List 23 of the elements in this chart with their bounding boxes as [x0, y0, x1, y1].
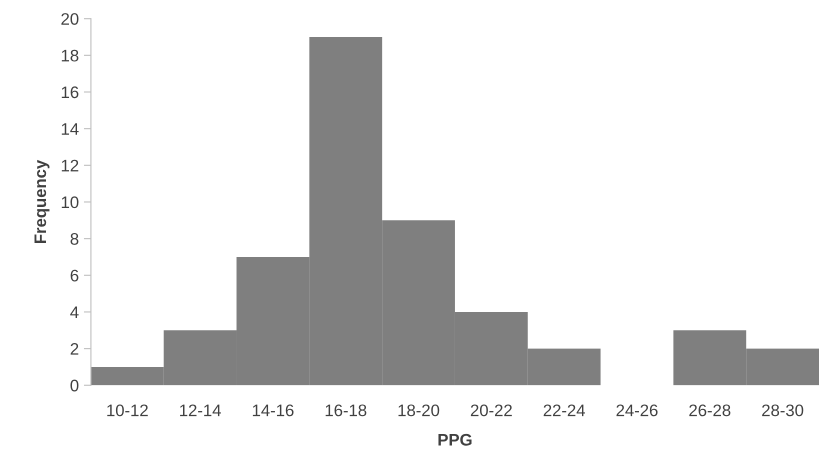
y-tick-label: 0 — [70, 380, 78, 392]
x-tick-label: 18-20 — [398, 404, 440, 416]
y-tick-label: 20 — [61, 13, 78, 25]
y-tick-label: 2 — [70, 343, 78, 355]
y-tick-label: 10 — [62, 196, 78, 208]
x-tick-label: 28-30 — [762, 404, 804, 416]
x-tick-label: 12-14 — [180, 404, 221, 416]
x-tick-label: 22-24 — [544, 404, 585, 416]
x-tick-label: 16-18 — [326, 404, 366, 416]
y-tick-label: 14 — [62, 123, 79, 135]
x-tick-label: 10-12 — [107, 404, 148, 416]
x-tick-label: 26-28 — [689, 404, 730, 416]
x-tick-label: 24-26 — [616, 404, 658, 416]
y-tick-label: 6 — [70, 270, 78, 282]
y-tick-label: 16 — [62, 86, 78, 98]
x-axis-title: PPG — [438, 434, 472, 446]
y-axis-title: Frequency — [34, 160, 50, 243]
y-tick-label: 12 — [62, 160, 78, 172]
y-tick-label: 4 — [70, 306, 79, 318]
x-tick-label: 14-16 — [252, 404, 294, 416]
y-tick-label: 18 — [62, 50, 78, 62]
x-tick-label: 20-22 — [470, 404, 512, 416]
y-tick-label: 8 — [70, 233, 78, 245]
